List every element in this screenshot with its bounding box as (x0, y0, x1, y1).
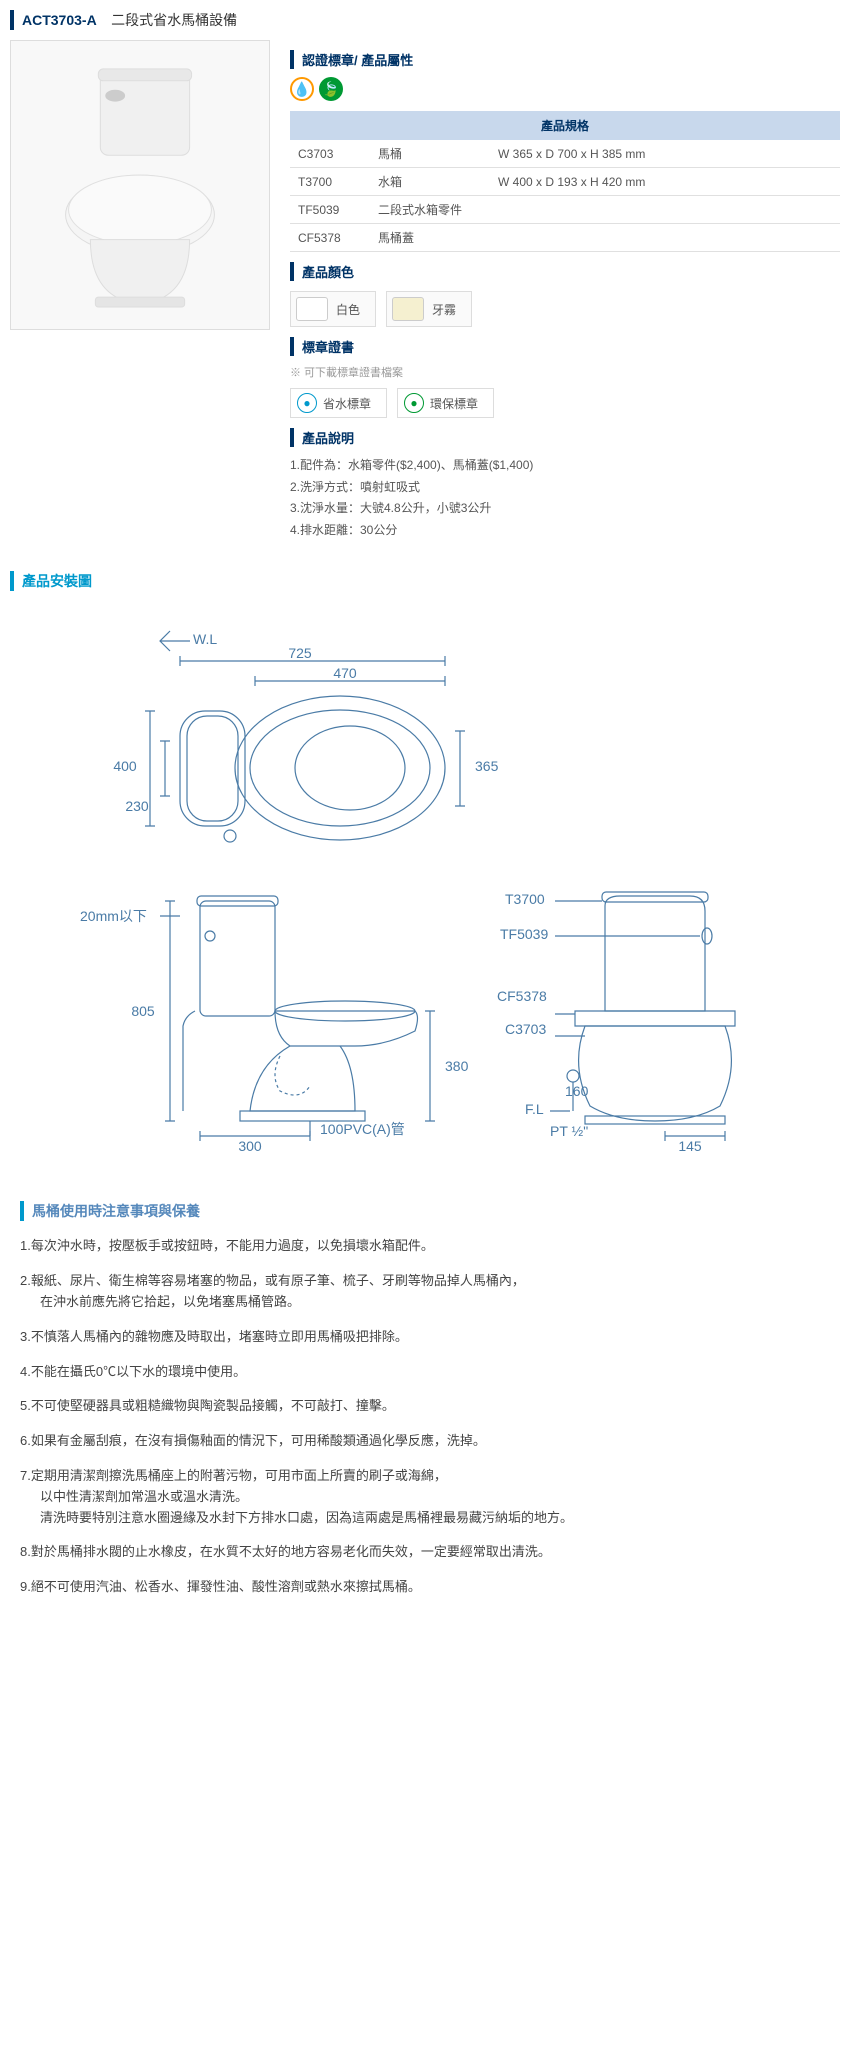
care-list: 1.每次沖水時，按壓板手或按鈕時，不能用力過度，以免損壞水箱配件。 2.報紙、尿片… (20, 1236, 830, 1598)
care-item: 1.每次沖水時，按壓板手或按鈕時，不能用力過度，以免損壞水箱配件。 (20, 1236, 830, 1257)
cert-section-title: 認證標章/ 產品屬性 (290, 50, 840, 69)
eco-badge-icon: 🍃 (319, 77, 343, 101)
svg-text:CF5378: CF5378 (497, 988, 547, 1004)
svg-text:300: 300 (238, 1138, 262, 1154)
care-item: 3.不慎落人馬桶內的雜物應及時取出，堵塞時立即用馬桶吸把排除。 (20, 1327, 830, 1348)
svg-text:F.L: F.L (525, 1101, 544, 1117)
care-title: 馬桶使用時注意事項與保養 (20, 1201, 830, 1221)
cert-items-list: ●省水標章 ●環保標章 (290, 388, 840, 418)
spec-row: T3700水箱W 400 x D 193 x H 420 mm (290, 168, 840, 196)
certs-title: 標章證書 (290, 337, 840, 356)
care-item: 5.不可使堅硬器具或粗糙織物與陶瓷製品接觸，不可敲打、撞擊。 (20, 1396, 830, 1417)
color-option[interactable]: 白色 (290, 291, 376, 327)
svg-text:400: 400 (113, 758, 137, 774)
install-diagram: W.L 725 470 400 (10, 606, 840, 1171)
spec-table-header: 產品規格 (290, 111, 840, 140)
svg-text:T3700: T3700 (505, 891, 545, 907)
description-line: 4.排水距離：30公分 (290, 520, 840, 542)
spec-row: TF5039二段式水箱零件 (290, 196, 840, 224)
spec-table: 產品規格 C3703馬桶W 365 x D 700 x H 385 mmT370… (290, 111, 840, 252)
product-header: ACT3703-A 二段式省水馬桶設備 (10, 10, 840, 30)
install-title: 產品安裝圖 (10, 571, 840, 591)
svg-text:470: 470 (333, 665, 357, 681)
svg-text:C3703: C3703 (505, 1021, 546, 1037)
care-item: 2.報紙、尿片、衛生棉等容易堵塞的物品，或有原子筆、梳子、牙刷等物品掉人馬桶內，… (20, 1271, 830, 1313)
svg-text:100PVC(A)管: 100PVC(A)管 (320, 1121, 405, 1137)
svg-text:W.L: W.L (193, 631, 217, 647)
color-option[interactable]: 牙霧 (386, 291, 472, 327)
care-item: 9.絕不可使用汽油、松香水、揮發性油、酸性溶劑或熱水來擦拭馬桶。 (20, 1577, 830, 1598)
certs-note: ※ 可下載標章證書檔案 (290, 364, 840, 380)
cert-download[interactable]: ●環保標章 (397, 388, 494, 418)
cert-badges: 💧 🍃 (290, 77, 840, 101)
svg-text:230: 230 (125, 798, 149, 814)
svg-text:PT ½": PT ½" (550, 1123, 588, 1139)
description-line: 3.沈淨水量：大號4.8公升，小號3公升 (290, 498, 840, 520)
care-item: 8.對於馬桶排水閥的止水橡皮，在水質不太好的地方容易老化而失效，一定要經常取出清… (20, 1542, 830, 1563)
spec-row: C3703馬桶W 365 x D 700 x H 385 mm (290, 140, 840, 168)
care-item: 4.不能在攝氏0℃以下水的環境中使用。 (20, 1362, 830, 1383)
product-model: ACT3703-A (22, 12, 97, 28)
care-item: 7.定期用清潔劑擦洗馬桶座上的附著污物，可用市面上所賣的刷子或海綿，以中性清潔劑… (20, 1466, 830, 1528)
svg-text:380: 380 (445, 1058, 469, 1074)
colors-list: 白色牙霧 (290, 291, 840, 327)
svg-text:TF5039: TF5039 (500, 926, 548, 942)
product-image (10, 40, 270, 330)
description-line: 1.配件為：水箱零件($2,400)、馬桶蓋($1,400) (290, 455, 840, 477)
water-badge-icon: 💧 (290, 77, 314, 101)
description-line: 2.洗淨方式：噴射虹吸式 (290, 477, 840, 499)
colors-title: 產品顏色 (290, 262, 840, 281)
svg-text:725: 725 (288, 645, 312, 661)
cert-download[interactable]: ●省水標章 (290, 388, 387, 418)
svg-text:365: 365 (475, 758, 499, 774)
product-title: 二段式省水馬桶設備 (111, 12, 237, 28)
svg-text:145: 145 (678, 1138, 702, 1154)
description-list: 1.配件為：水箱零件($2,400)、馬桶蓋($1,400)2.洗淨方式：噴射虹… (290, 455, 840, 541)
svg-text:805: 805 (131, 1003, 155, 1019)
spec-row: CF5378馬桶蓋 (290, 224, 840, 252)
svg-text:160: 160 (565, 1083, 589, 1099)
svg-text:20mm以下: 20mm以下 (80, 908, 147, 924)
care-item: 6.如果有金屬刮痕，在沒有損傷釉面的情況下，可用稀酸類通過化學反應，洗掉。 (20, 1431, 830, 1452)
description-title: 產品說明 (290, 428, 840, 447)
